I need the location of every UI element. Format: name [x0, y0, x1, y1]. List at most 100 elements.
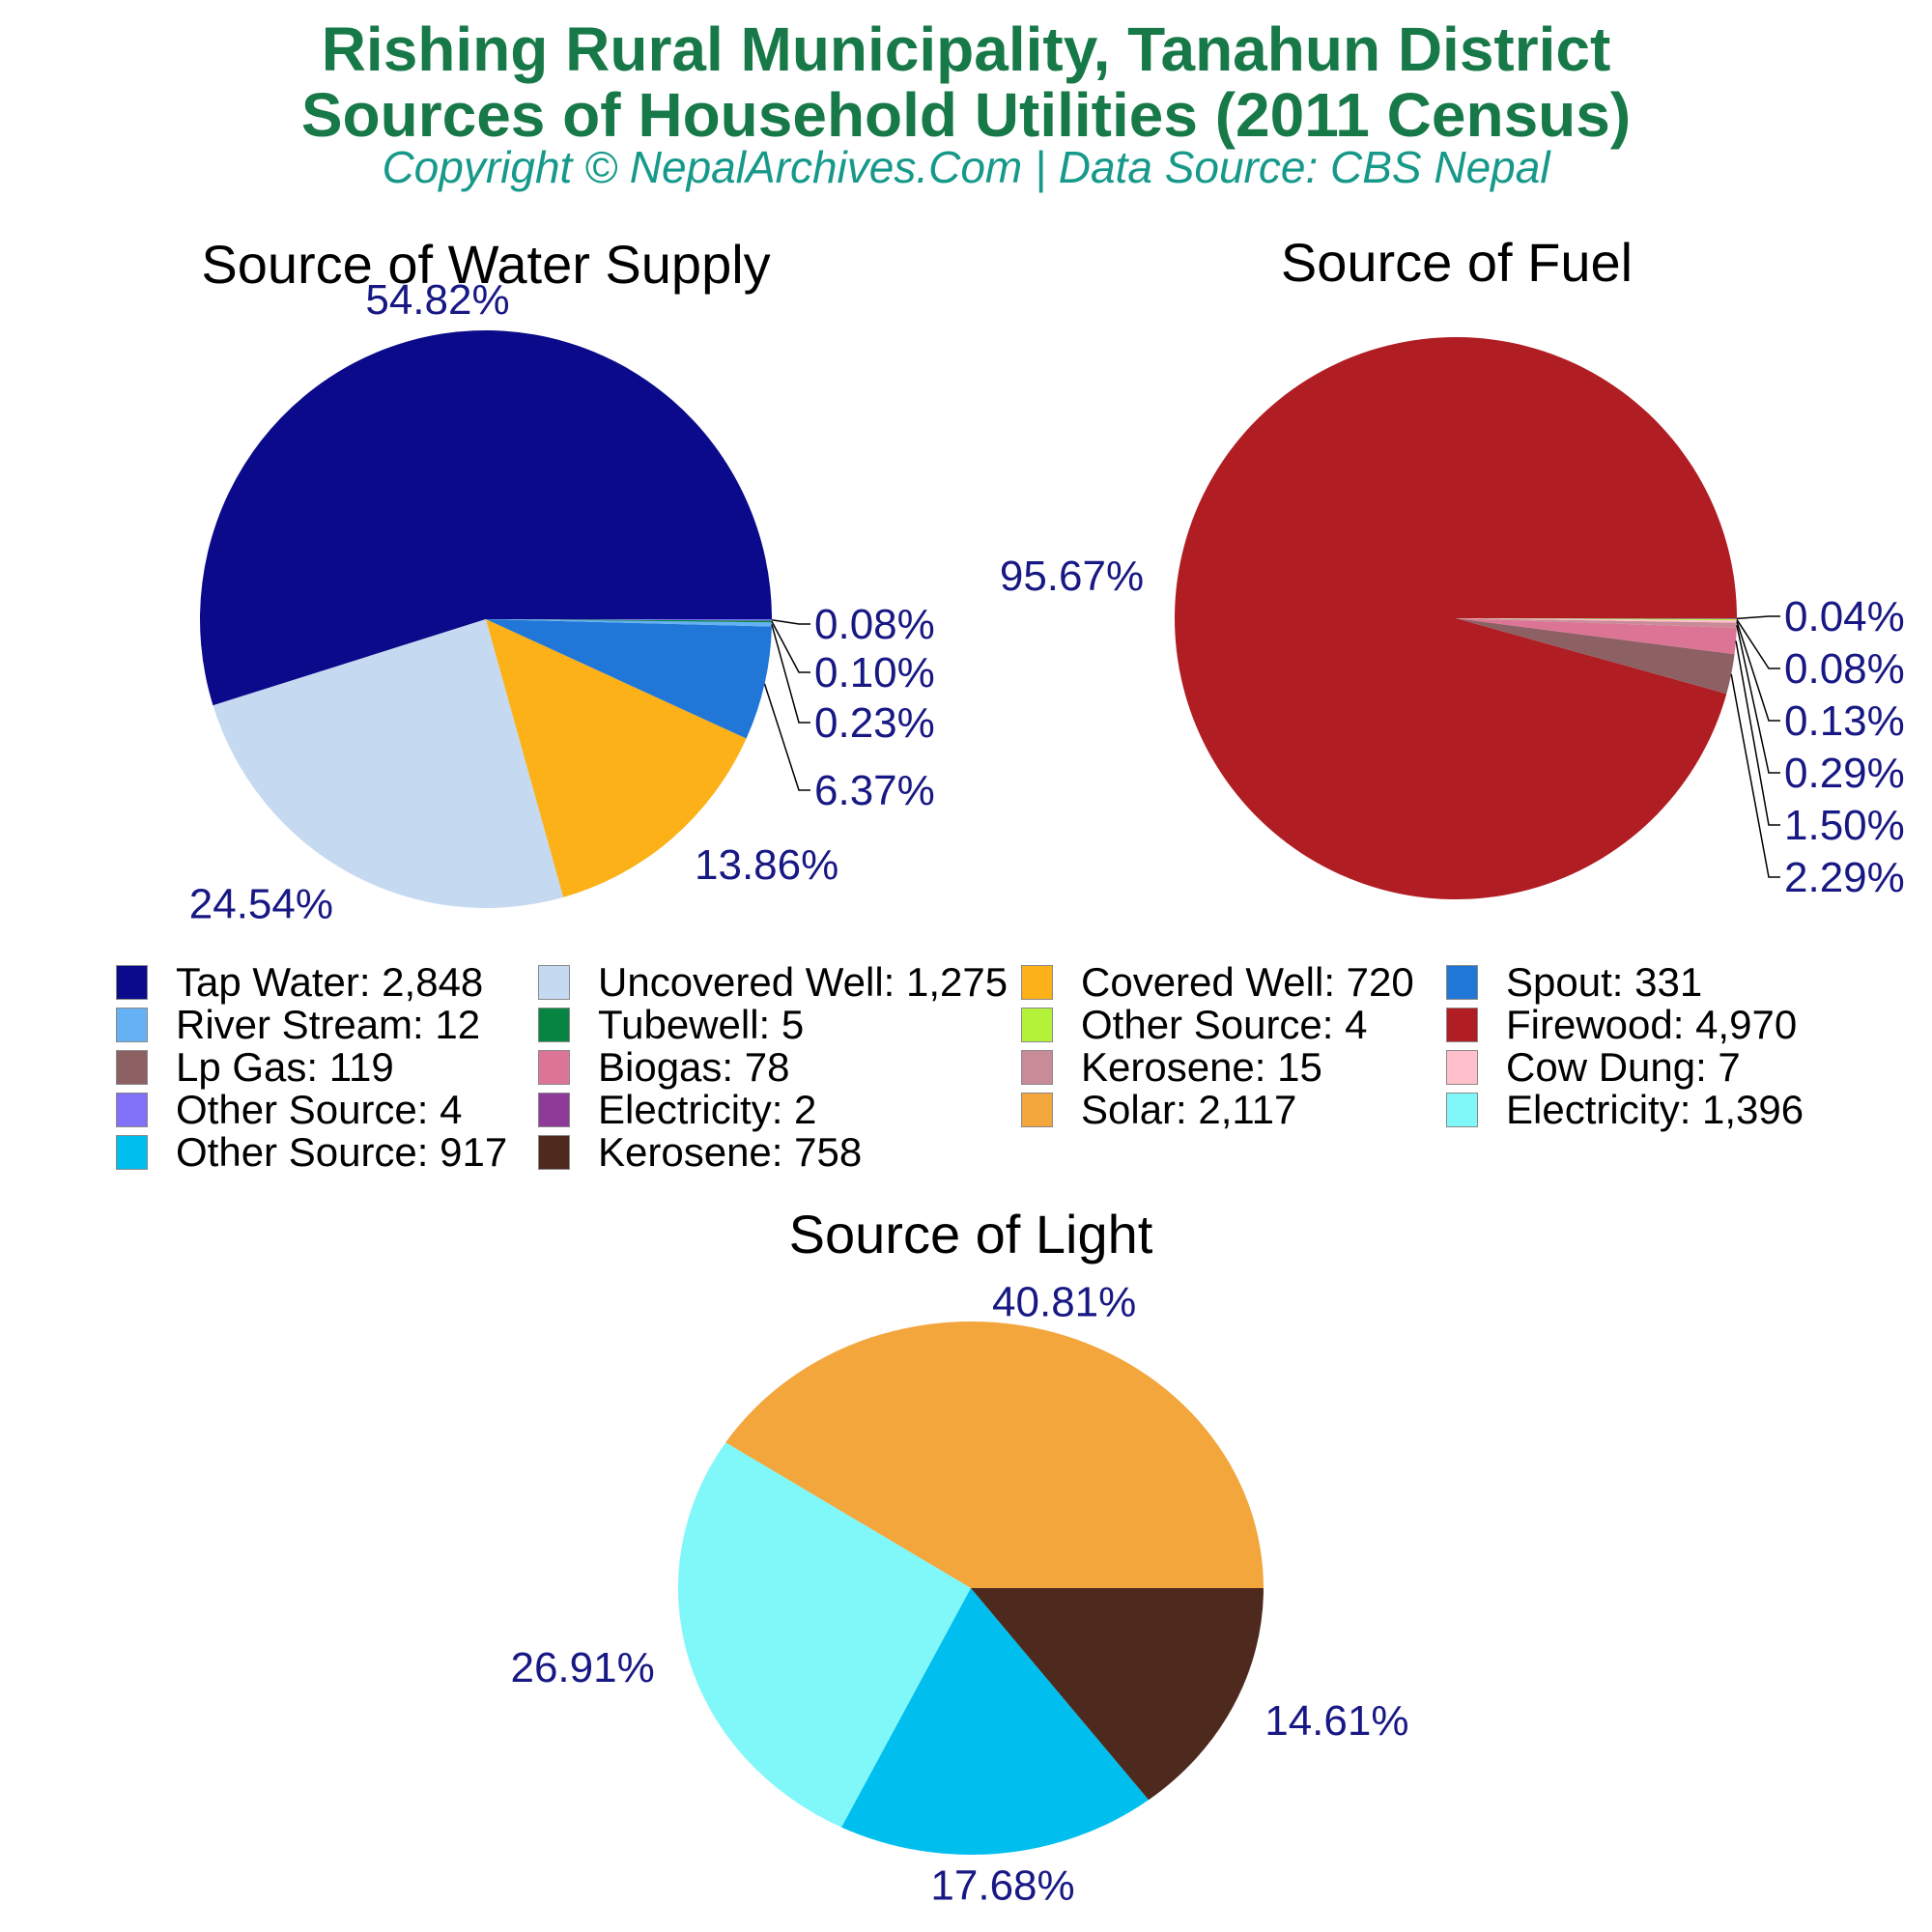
slice-fuel-firewood	[1175, 337, 1737, 900]
chart-light: Source of Light 40.81% 26.91% 17.68% 14.61%	[510, 1204, 1408, 1910]
legend-swatch	[116, 965, 148, 1000]
legend-label: Uncovered Well: 1,275	[598, 959, 1009, 1005]
pct-label-fuel-kerosene: 0.29%	[1784, 750, 1905, 797]
legend-label: Firewood: 4,970	[1506, 1002, 1798, 1047]
pct-label-fuel-biogas: 1.50%	[1784, 802, 1905, 849]
chart-title-light: Source of Light	[789, 1204, 1153, 1264]
slice-water-spout	[486, 619, 772, 739]
legend-label: Electricity: 1,396	[1506, 1087, 1804, 1132]
leader-line-fuel-kerosene	[1736, 625, 1780, 774]
leader-line-water-tubewell	[771, 620, 810, 673]
legend-swatch	[538, 1093, 570, 1127]
leader-line-fuel-electricity	[1736, 615, 1780, 620]
legend-item: Other Source: 917	[116, 1129, 508, 1175]
legend-label: Solar: 2,117	[1081, 1087, 1297, 1132]
legend-item: Tap Water: 2,848	[116, 959, 484, 1005]
legend-label: Electricity: 2	[598, 1087, 817, 1132]
pct-label-fuel-firewood: 95.67%	[1000, 553, 1144, 600]
pct-label-fuel-electricity: 0.04%	[1784, 593, 1905, 640]
slice-light-other-source	[841, 1588, 1150, 1856]
legend-label: Covered Well: 720	[1081, 959, 1414, 1005]
slice-fuel-electricity	[1456, 618, 1737, 619]
legend-item: Solar: 2,117	[1021, 1087, 1297, 1132]
figure-title-line2: Sources of Household Utilities (2011 Cen…	[300, 80, 1632, 150]
slice-water-tap-water	[200, 330, 773, 706]
legend-label: Tap Water: 2,848	[176, 959, 484, 1005]
figure-subtitle: Copyright © NepalArchives.Com | Data Sou…	[382, 142, 1550, 192]
legend-item: Kerosene: 758	[538, 1129, 863, 1175]
pct-label-water-other-source: 0.08%	[814, 601, 935, 648]
legend-swatch	[116, 1008, 148, 1042]
slice-water-river-stream	[486, 619, 772, 627]
leader-line-water-other-source	[771, 618, 810, 625]
leader-line-fuel-other-source	[1736, 618, 1780, 669]
slice-fuel-biogas	[1456, 618, 1737, 655]
legend-swatch	[116, 1093, 148, 1127]
legend-item: Covered Well: 720	[1021, 959, 1414, 1005]
legend-label: Cow Dung: 7	[1506, 1044, 1741, 1090]
pct-label-light-kerosene: 14.61%	[1264, 1697, 1408, 1745]
chart-fuel: Source of Fuel 0.04% 0.08%0.13% 0.29% 1.50% 2…	[1000, 232, 1905, 901]
slice-water-other-source	[486, 619, 772, 621]
legend-label: Kerosene: 15	[1081, 1044, 1322, 1090]
legend-label: Lp Gas: 119	[176, 1044, 394, 1090]
legend-label: Biogas: 78	[598, 1044, 790, 1090]
legend-label: Other Source: 4	[176, 1087, 463, 1132]
figure-title-line1: Rishing Rural Municipality, Tanahun Dist…	[321, 14, 1611, 84]
legend-label: Other Source: 4	[1081, 1002, 1368, 1047]
pct-label-water-uncovered-well: 24.54%	[189, 880, 333, 927]
legend-swatch	[538, 1135, 570, 1170]
pct-label-fuel-lp-gas: 2.29%	[1784, 854, 1905, 901]
pct-label-water-tap-water: 54.82%	[365, 276, 509, 324]
legend-swatch	[1446, 1050, 1478, 1085]
slice-fuel-lp-gas	[1456, 618, 1735, 695]
slice-fuel-cow-dung	[1456, 618, 1737, 623]
legend-swatch	[1446, 1008, 1478, 1042]
pct-label-water-river-stream: 0.23%	[814, 699, 935, 747]
legend-item: Other Source: 4	[1021, 1002, 1368, 1047]
pct-label-light-other-source: 17.68%	[930, 1862, 1074, 1910]
legend-item: Electricity: 1,396	[1446, 1087, 1804, 1132]
legend-label: Kerosene: 758	[598, 1129, 863, 1175]
legend-item: River Stream: 12	[116, 1002, 481, 1047]
pct-label-water-spout: 6.37%	[814, 767, 935, 814]
legend-label: Spout: 331	[1506, 959, 1703, 1005]
legend-item: Spout: 331	[1446, 959, 1703, 1005]
slice-water-uncovered-well	[213, 619, 564, 909]
legend-swatch	[116, 1050, 148, 1085]
pct-label-fuel-other-source: 0.08%	[1784, 645, 1905, 693]
pct-label-water-tubewell: 0.10%	[814, 649, 935, 696]
slice-water-tubewell	[486, 619, 772, 623]
chart-title-water: Source of Water Supply	[201, 234, 770, 295]
legend-swatch	[538, 1008, 570, 1042]
pct-label-fuel-cow-dung: 0.13%	[1784, 697, 1905, 745]
chart-water: Source of Water Supply 0.08%0.10%0.23% 6.3…	[189, 234, 935, 927]
legend-item: Biogas: 78	[538, 1044, 790, 1090]
legend-item: Firewood: 4,970	[1446, 1002, 1798, 1047]
legend-swatch	[1021, 1093, 1053, 1127]
legend-label: Other Source: 917	[176, 1129, 508, 1175]
legend-swatch	[538, 1050, 570, 1085]
legend-swatch	[1021, 1050, 1053, 1085]
legend-item: Electricity: 2	[538, 1087, 817, 1132]
legend-item: Other Source: 4	[116, 1087, 463, 1132]
leader-line-fuel-biogas	[1735, 640, 1780, 826]
legend-item: Kerosene: 15	[1021, 1044, 1322, 1090]
leader-line-fuel-lp-gas	[1730, 673, 1780, 878]
legend-label: River Stream: 12	[176, 1002, 481, 1047]
slice-fuel-other-source	[1456, 618, 1737, 621]
legend-item: Cow Dung: 7	[1446, 1044, 1741, 1090]
slice-light-solar	[725, 1321, 1264, 1588]
legend-swatch	[1446, 1093, 1478, 1127]
legend-item: Tubewell: 5	[538, 1002, 804, 1047]
leader-line-water-spout	[763, 683, 810, 791]
legend-swatch	[1446, 965, 1478, 1000]
slice-light-kerosene	[971, 1588, 1264, 1801]
legend-swatch	[1021, 965, 1053, 1000]
legend-item: Lp Gas: 119	[116, 1044, 394, 1090]
chart-title-fuel: Source of Fuel	[1281, 232, 1633, 293]
leader-line-water-river-stream	[771, 624, 810, 724]
pct-label-light-electricity: 26.91%	[510, 1644, 654, 1691]
